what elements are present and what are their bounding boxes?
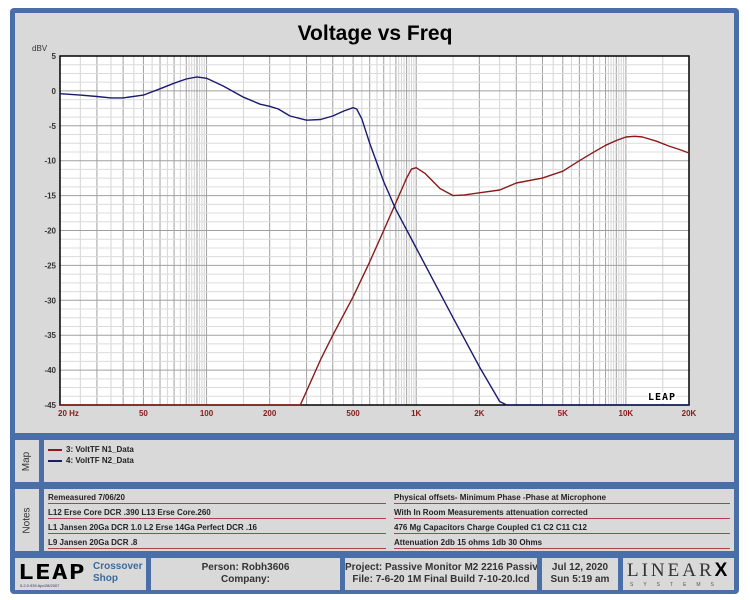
time-text: Sun 5:19 am — [550, 574, 610, 585]
svg-text:-40: -40 — [44, 366, 56, 375]
note-line[interactable]: L9 Jansen 20Ga DCR .8 — [48, 537, 386, 549]
note-line[interactable]: Attenuation 2db 15 ohms 1db 30 Ohms — [394, 537, 730, 549]
map-panel — [44, 440, 734, 482]
svg-text:5K: 5K — [558, 409, 568, 418]
chart-title: Voltage vs Freq — [0, 22, 750, 46]
note-line[interactable]: L12 Erse Core DCR .390 L13 Erse Core.260 — [48, 507, 386, 519]
notes-panel-label: Notes — [15, 489, 39, 551]
legend-item[interactable]: 3: VoltTF N1_Data — [48, 444, 134, 455]
linearx-logo: LINEARX — [627, 560, 730, 582]
footer-logo-box — [15, 558, 146, 590]
legend-swatch-blue — [48, 459, 62, 462]
legend-item[interactable]: 4: VoltTF N2_Data — [48, 455, 134, 466]
svg-text:-35: -35 — [44, 331, 56, 340]
project-box: Project: Passive Monitor M2 2216 Passive… — [345, 558, 537, 590]
note-line[interactable]: 476 Mg Capacitors Charge Coupled C1 C2 C… — [394, 522, 730, 534]
svg-text:-20: -20 — [44, 227, 56, 236]
brand-box — [623, 558, 734, 590]
svg-text:-25: -25 — [44, 261, 56, 270]
date-text: Jul 12, 2020 — [551, 562, 609, 573]
person-box: Person: Robh3606 Company: — [151, 558, 340, 590]
brand-x: X — [714, 560, 731, 581]
note-line[interactable]: With In Room Measurements attenuation co… — [394, 507, 730, 519]
chart-title-text: Voltage vs Freq — [297, 22, 453, 45]
note-line[interactable]: L1 Jansen 20Ga DCR 1.0 L2 Erse 14Ga Perf… — [48, 522, 386, 534]
map-panel-label: Map — [15, 440, 39, 482]
legend-swatch-red — [48, 448, 62, 451]
svg-text:1K: 1K — [411, 409, 421, 418]
note-line[interactable]: Remeasured 7/06/20 — [48, 492, 386, 504]
product-name: Crossover Shop — [93, 561, 142, 585]
svg-text:500: 500 — [346, 409, 360, 418]
svg-text:0: 0 — [52, 87, 57, 96]
svg-text:10K: 10K — [619, 409, 634, 418]
note-line[interactable]: Physical offsets- Minimum Phase -Phase a… — [394, 492, 730, 504]
product-line1: Crossover — [93, 561, 143, 572]
notes-panel — [44, 489, 734, 551]
brand-text: LINEAR — [627, 560, 715, 581]
file-text: File: 7-6-20 1M Final Build 7-10-20.lcd — [352, 574, 530, 585]
company-text: Company: — [221, 574, 270, 585]
legend-label: 4: VoltTF N2_Data — [66, 456, 134, 465]
legend-label: 3: VoltTF N1_Data — [66, 445, 134, 454]
svg-text:5: 5 — [52, 52, 57, 61]
svg-text:20 Hz: 20 Hz — [58, 409, 79, 418]
svg-text:20K: 20K — [682, 409, 697, 418]
brand-subtext: SYSTEMS — [630, 582, 724, 588]
svg-text:2K: 2K — [474, 409, 484, 418]
project-text: Project: Passive Monitor M2 2216 Passive — [345, 562, 537, 573]
svg-text:dBV: dBV — [32, 44, 48, 53]
leap-watermark: LEAP — [648, 392, 677, 403]
leap-logo: LEAP — [18, 560, 86, 584]
notes-label: Notes — [21, 506, 33, 534]
svg-text:-15: -15 — [44, 192, 56, 201]
svg-text:-30: -30 — [44, 296, 56, 305]
person-text: Person: Robh3606 — [201, 562, 290, 573]
svg-text:-45: -45 — [44, 401, 56, 410]
svg-text:100: 100 — [200, 409, 214, 418]
version-text: 5.2.0.939 Apr/28/2007 — [20, 583, 60, 588]
svg-text:-10: -10 — [44, 157, 56, 166]
legend: 3: VoltTF N1_Data 4: VoltTF N2_Data — [48, 444, 134, 466]
svg-text:50: 50 — [139, 409, 148, 418]
svg-text:-5: -5 — [49, 122, 57, 131]
svg-text:200: 200 — [263, 409, 277, 418]
datetime-box: Jul 12, 2020 Sun 5:19 am — [542, 558, 618, 590]
map-label: Map — [21, 451, 33, 471]
product-line2: Shop — [93, 573, 118, 584]
